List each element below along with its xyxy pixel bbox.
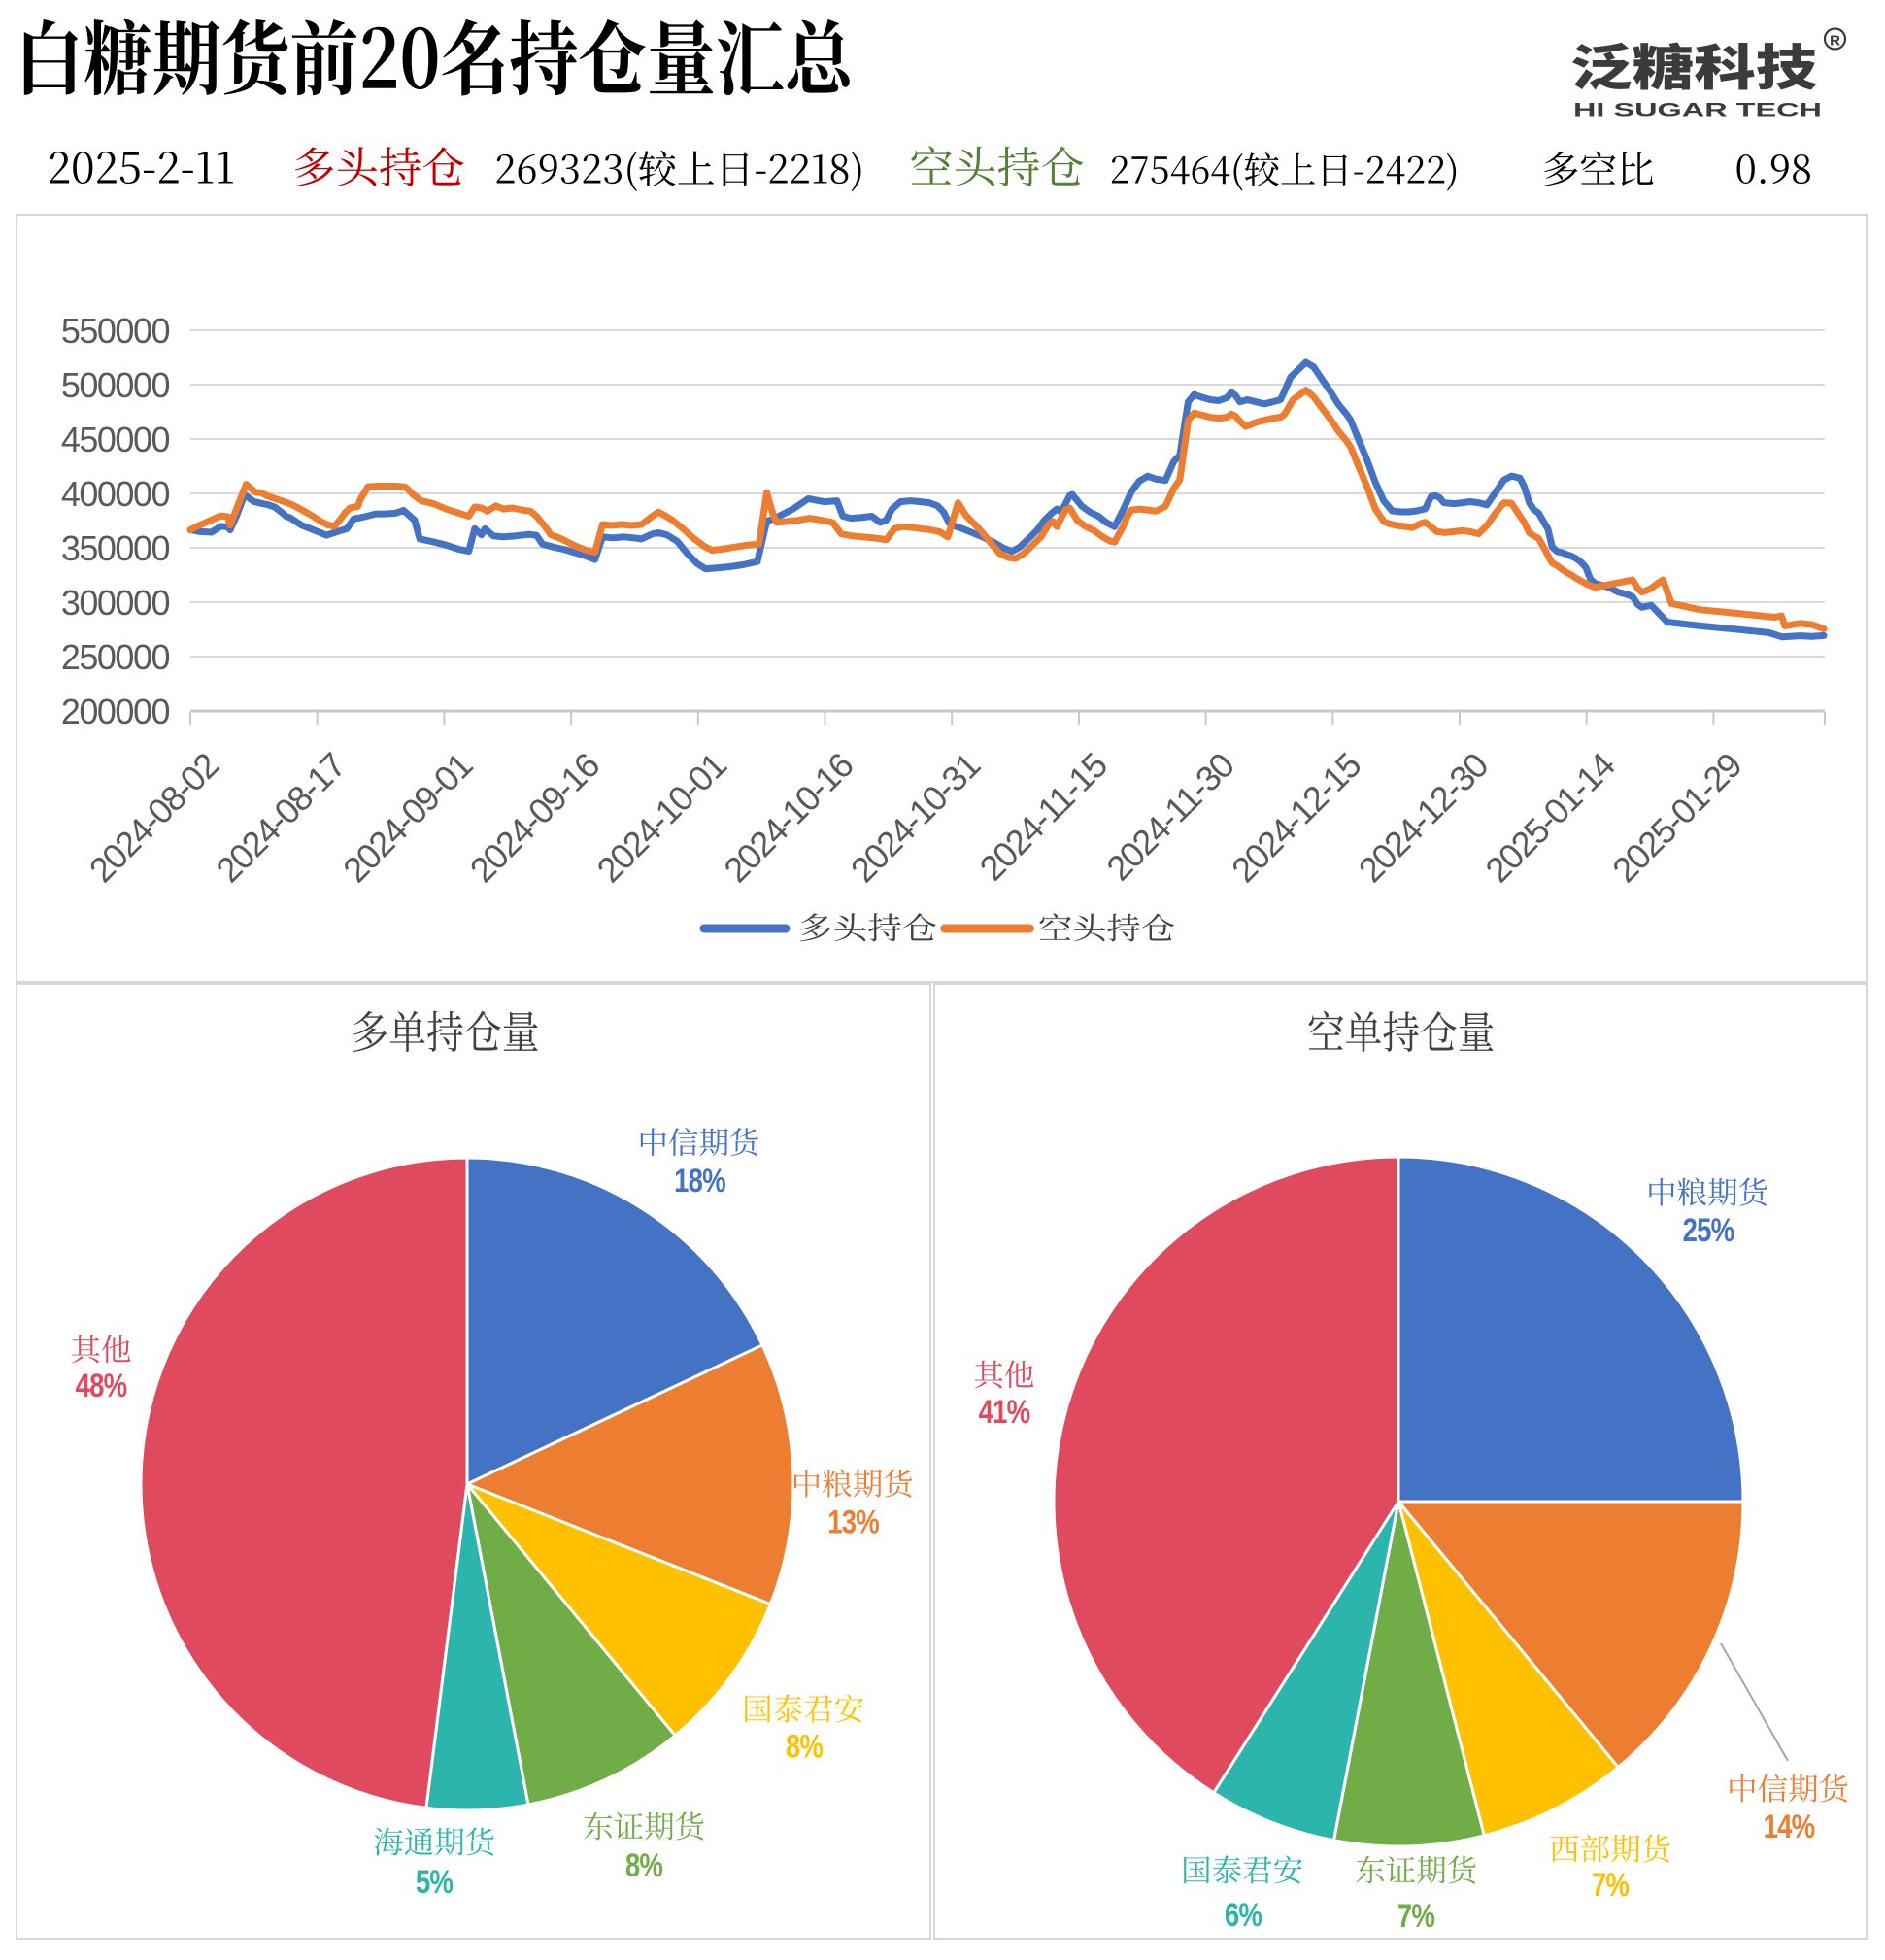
svg-text:13%: 13% <box>827 1504 879 1540</box>
svg-text:300000: 300000 <box>61 583 170 623</box>
svg-text:41%: 41% <box>979 1393 1030 1430</box>
svg-text:14%: 14% <box>1764 1808 1815 1844</box>
svg-text:18%: 18% <box>674 1162 725 1199</box>
svg-text:8%: 8% <box>625 1846 663 1883</box>
svg-text:7%: 7% <box>1397 1897 1435 1934</box>
svg-text:350000: 350000 <box>61 528 170 568</box>
svg-text:6%: 6% <box>1225 1896 1262 1933</box>
svg-text:HI SUGAR TECH: HI SUGAR TECH <box>1573 101 1822 121</box>
svg-text:500000: 500000 <box>61 365 170 405</box>
svg-text:200000: 200000 <box>61 692 170 731</box>
svg-text:250000: 250000 <box>61 637 170 677</box>
svg-text:550000: 550000 <box>61 311 170 351</box>
svg-text:5%: 5% <box>416 1863 454 1900</box>
svg-text:25%: 25% <box>1683 1211 1734 1248</box>
svg-text:400000: 400000 <box>61 474 170 514</box>
svg-text:450000: 450000 <box>61 420 170 459</box>
svg-text:48%: 48% <box>76 1367 127 1403</box>
svg-text:8%: 8% <box>786 1728 824 1765</box>
svg-text:R: R <box>1830 33 1840 50</box>
svg-text:7%: 7% <box>1592 1866 1630 1903</box>
